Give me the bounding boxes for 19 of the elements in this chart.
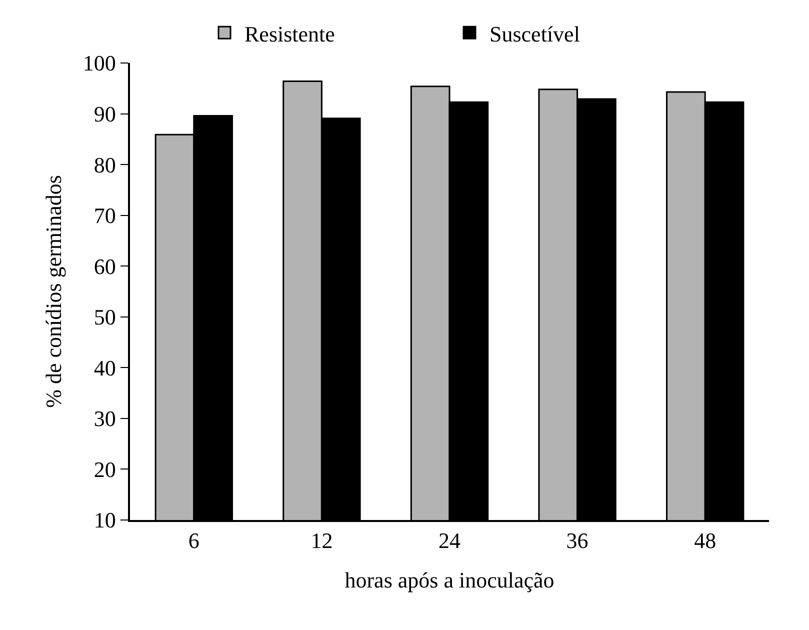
y-tick-label: 50 xyxy=(94,304,116,330)
y-tick-label: 30 xyxy=(94,406,116,432)
legend-label: Suscetível xyxy=(490,21,580,46)
x-axis-title: horas após a inoculação xyxy=(344,568,554,593)
y-tick-label: 70 xyxy=(94,203,116,228)
legend-label: Resistente xyxy=(244,21,335,46)
y-tick-label: 80 xyxy=(94,152,116,178)
y-tick-label: 90 xyxy=(94,101,116,126)
x-tick-label: 24 xyxy=(438,528,460,554)
x-tick-label: 6 xyxy=(188,528,200,554)
y-tick-label: 60 xyxy=(94,254,116,279)
y-tick-label: 100 xyxy=(82,50,116,76)
y-tick-label: 10 xyxy=(94,508,116,533)
x-tick-label: 12 xyxy=(310,528,333,554)
x-tick-label: 48 xyxy=(694,528,716,554)
y-tick-label: 20 xyxy=(94,456,116,482)
x-tick-label: 36 xyxy=(566,528,588,554)
y-tick-label: 40 xyxy=(94,355,116,380)
y-axis-title: % de conídios germinados xyxy=(41,175,66,408)
